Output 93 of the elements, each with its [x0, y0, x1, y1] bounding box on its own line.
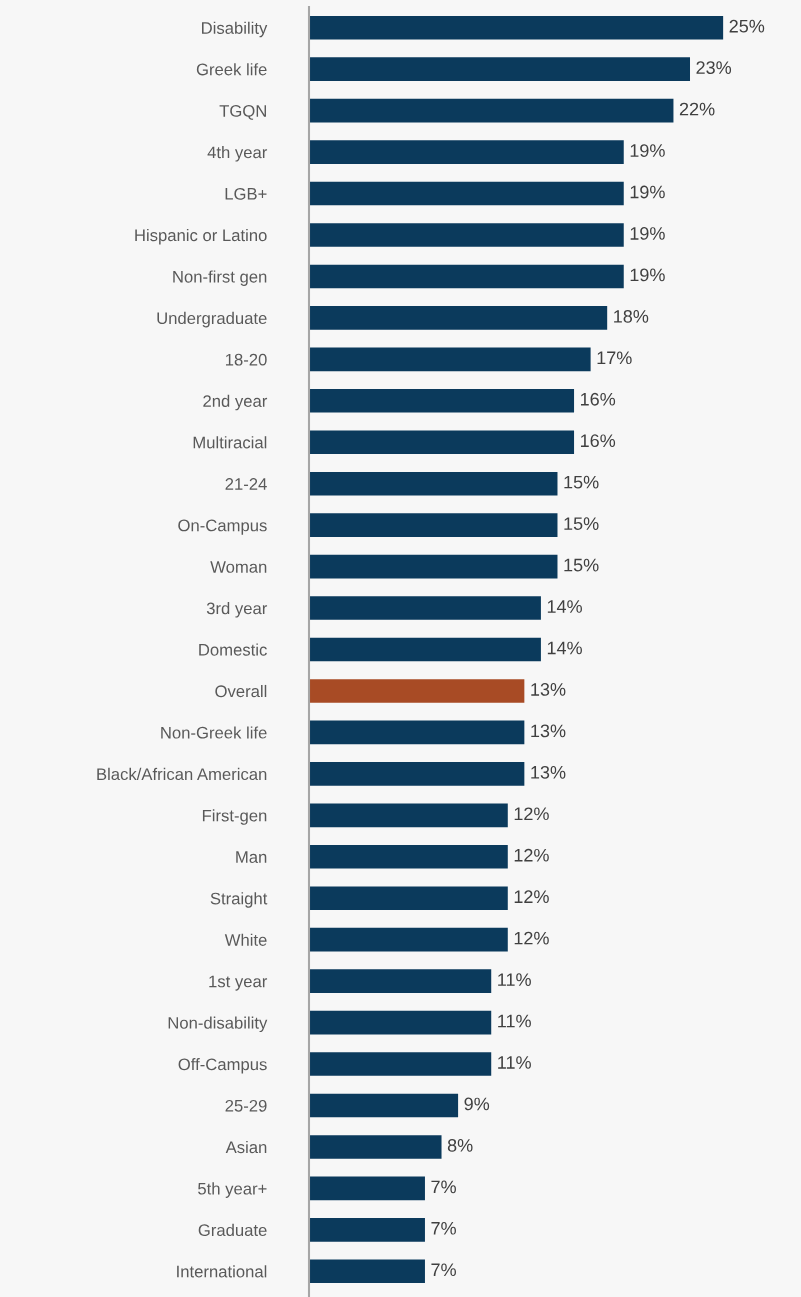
- y-tick-label: On-Campus: [178, 519, 267, 535]
- bar: [309, 1052, 492, 1076]
- bar: [309, 1093, 459, 1118]
- y-tick-label: First-gen: [202, 809, 267, 825]
- bar: [309, 1218, 425, 1242]
- bar: [309, 762, 525, 786]
- data-label: 16%: [580, 434, 616, 448]
- data-label: 17%: [597, 351, 632, 365]
- y-tick-label: Domestic: [199, 643, 267, 656]
- y-tick-label: TGQN: [219, 105, 266, 120]
- y-tick-label: Non-disability: [168, 1016, 268, 1033]
- data-label: 23%: [696, 61, 732, 75]
- y-tick-label: Off-Campus: [178, 1058, 267, 1074]
- data-label: 13%: [531, 724, 566, 738]
- bar: [309, 264, 624, 289]
- bar: [309, 596, 541, 620]
- y-tick-label: Undergraduate: [157, 311, 267, 328]
- y-tick-label: 3rd year: [206, 602, 268, 618]
- data-label: 14%: [547, 600, 582, 613]
- bar: [309, 306, 608, 330]
- y-tick-label: LGB+: [225, 187, 267, 200]
- bar: [309, 720, 525, 745]
- data-label: 11%: [498, 1056, 531, 1069]
- y-tick-label: 21-24: [225, 478, 267, 490]
- data-label: 12%: [514, 931, 549, 945]
- data-label: 11%: [498, 1014, 531, 1028]
- data-label: 19%: [630, 268, 665, 282]
- y-tick-label: Woman: [210, 561, 267, 573]
- data-label: 13%: [531, 683, 566, 696]
- y-tick-label: Man: [236, 851, 267, 863]
- data-label: 7%: [431, 1221, 456, 1235]
- bar: [309, 388, 575, 413]
- y-tick-label: 25-29: [225, 1099, 267, 1112]
- bar: [309, 1135, 442, 1159]
- data-label: 15%: [564, 558, 599, 572]
- bar: [309, 969, 492, 993]
- data-label: 9%: [464, 1097, 490, 1111]
- data-label: 12%: [514, 848, 549, 862]
- bar: [309, 1176, 425, 1201]
- bar: [309, 554, 558, 579]
- y-tick-label: 2nd year: [203, 394, 268, 411]
- data-label: 14%: [547, 641, 582, 655]
- bar: [309, 679, 525, 703]
- bar: [309, 181, 624, 206]
- data-label: 7%: [431, 1180, 456, 1194]
- data-label: 22%: [679, 102, 715, 116]
- bar: [309, 15, 724, 40]
- bar: [309, 513, 558, 537]
- y-tick-label: 5th year+: [198, 1182, 267, 1198]
- data-label: 19%: [630, 144, 665, 157]
- bar: [309, 471, 558, 496]
- bar: [309, 430, 575, 455]
- data-label: 7%: [431, 1263, 456, 1277]
- y-tick-label: Black/African American: [97, 767, 267, 781]
- bar: [309, 844, 508, 869]
- data-label: 15%: [564, 517, 599, 530]
- y-tick-label: International: [177, 1265, 267, 1278]
- data-label: 25%: [729, 19, 765, 33]
- data-label: 16%: [580, 392, 616, 406]
- bar: [309, 57, 691, 81]
- y-tick-label: Greek life: [196, 63, 267, 76]
- data-label: 12%: [514, 890, 549, 903]
- y-tick-label: Disability: [202, 21, 268, 38]
- bar: [309, 1010, 492, 1035]
- bar: [309, 637, 541, 662]
- y-tick-label: Overall: [215, 684, 267, 698]
- y-tick-label: Non-Greek life: [161, 726, 267, 739]
- bar: [309, 803, 508, 828]
- y-tick-label: Straight: [210, 892, 268, 908]
- y-tick-label: White: [224, 933, 267, 946]
- data-label: 18%: [614, 309, 649, 323]
- y-tick-label: Graduate: [198, 1223, 267, 1237]
- y-tick-label: Non-first gen: [173, 270, 267, 286]
- y-tick-label: 4th year: [207, 146, 268, 162]
- bar: [309, 98, 674, 123]
- data-label: 13%: [531, 765, 566, 779]
- bar: [309, 223, 624, 247]
- data-label: 19%: [630, 227, 665, 240]
- bar: [309, 1259, 425, 1284]
- y-tick-label: 1st year: [209, 975, 268, 991]
- y-tick-label: Multiracial: [193, 436, 267, 449]
- y-tick-label: Hispanic or Latino: [135, 228, 267, 245]
- bar: [309, 347, 591, 372]
- bar: [309, 140, 624, 164]
- data-label: 12%: [514, 807, 549, 821]
- data-label: 19%: [630, 185, 665, 199]
- data-label: 15%: [564, 475, 599, 489]
- data-label: 11%: [498, 973, 531, 986]
- bar: [309, 927, 508, 952]
- y-tick-label: Asian: [225, 1140, 267, 1154]
- y-tick-label: 18-20: [225, 353, 267, 366]
- bar: [309, 886, 508, 911]
- data-label: 8%: [447, 1139, 473, 1152]
